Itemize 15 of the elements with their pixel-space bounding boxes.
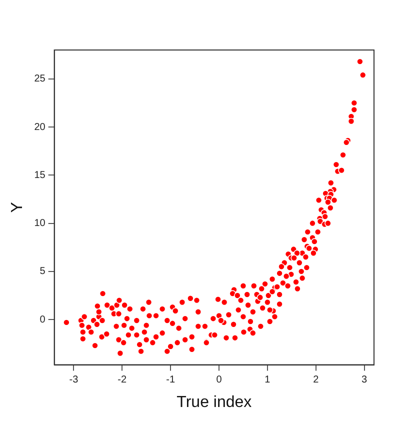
x-tick-label: 3 xyxy=(362,374,368,386)
x-tick-label: 1 xyxy=(264,374,271,386)
y-tick-label: 25 xyxy=(34,74,46,85)
y-tick-label: 0 xyxy=(40,314,46,326)
x-tick-label: -2 xyxy=(118,374,128,386)
y-tick-label: 20 xyxy=(34,122,46,133)
x-tick-label: 0 xyxy=(216,374,222,386)
x-tick-label: 2 xyxy=(313,374,320,386)
y-tick-label: 10 xyxy=(34,218,46,230)
x-tick-label: -3 xyxy=(69,374,79,386)
y-axis-title: Y xyxy=(9,202,26,213)
y-tick-label: 5 xyxy=(40,266,46,278)
x-axis-title: True index xyxy=(176,394,252,411)
x-tick-label: -1 xyxy=(166,374,176,386)
y-tick-label: 15 xyxy=(34,170,46,181)
